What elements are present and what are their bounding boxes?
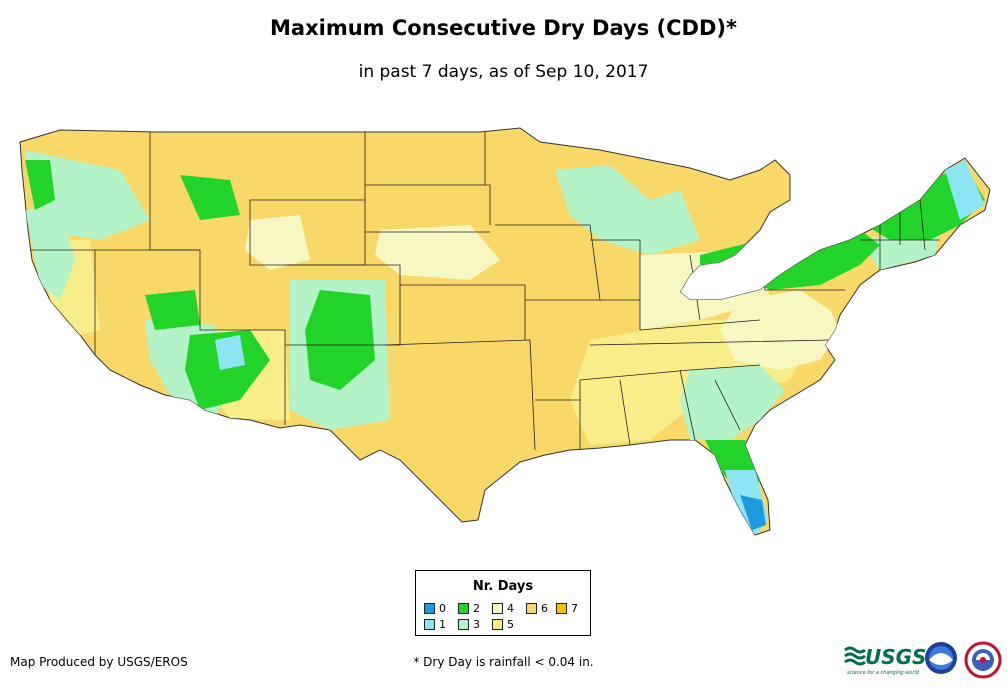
legend-label: 7 xyxy=(571,602,578,615)
zone-2-days-colorado xyxy=(305,290,375,390)
legend-label: 3 xyxy=(473,618,480,631)
legend-swatch xyxy=(424,603,435,614)
zone-2-days-idaho xyxy=(180,175,240,220)
zone-1-day-maine xyxy=(945,160,985,220)
zone-4-days-nevada xyxy=(245,215,310,270)
legend-swatch xyxy=(556,603,567,614)
legend-swatch xyxy=(526,603,537,614)
zone-1-day-arizona xyxy=(215,335,245,370)
national-weather-service-logo-icon xyxy=(964,641,1002,679)
legend-swatch xyxy=(424,619,435,630)
legend-item-1: 1 xyxy=(424,618,446,631)
legend-label: 6 xyxy=(541,602,548,615)
map-credit: Map Produced by USGS/EROS xyxy=(10,655,188,669)
legend-item-5: 5 xyxy=(492,618,514,631)
zone-4-days-virginia xyxy=(720,290,840,370)
legend-item-2: 2 xyxy=(458,602,480,615)
zone-3-days-northwest xyxy=(25,150,150,240)
noaa-logo-icon xyxy=(925,642,957,674)
map-title: Maximum Consecutive Dry Days (CDD)* xyxy=(270,16,737,40)
legend-item-4: 4 xyxy=(492,602,514,615)
zone-3-days-carolinas xyxy=(680,365,785,440)
zone-0-days-florida xyxy=(740,495,766,530)
map-subtitle: in past 7 days, as of Sep 10, 2017 xyxy=(358,62,649,82)
legend-label: 4 xyxy=(507,602,514,615)
us-dry-days-map xyxy=(19,127,991,536)
legend-swatch xyxy=(492,619,503,630)
legend-item-7: 7 xyxy=(556,602,578,615)
legend-item-6: 6 xyxy=(526,602,548,615)
legend-label: 2 xyxy=(473,602,480,615)
legend-item-3: 3 xyxy=(458,618,480,631)
legend: Nr. Days 0 1 2 3 4 5 6 7 xyxy=(415,570,591,636)
zone-2-days-arizona xyxy=(185,330,270,410)
legend-title: Nr. Days xyxy=(472,579,534,594)
zone-2-days-washington xyxy=(25,160,55,210)
zone-4-days-plains xyxy=(375,225,500,280)
legend-swatch xyxy=(458,603,469,614)
dry-day-footnote: * Dry Day is rainfall < 0.04 in. xyxy=(413,655,594,669)
legend-label: 5 xyxy=(507,618,514,631)
usgs-logo-text: USGS xyxy=(865,645,926,669)
usgs-tagline: science for a changing world xyxy=(847,670,920,676)
legend-label: 0 xyxy=(439,602,446,615)
zone-2-days-nevada xyxy=(145,290,200,330)
agency-logos: USGS science for a changing world xyxy=(844,641,1002,679)
legend-swatch xyxy=(458,619,469,630)
dry-day-zones xyxy=(25,150,985,535)
legend-item-0: 0 xyxy=(424,602,446,615)
legend-label: 1 xyxy=(439,618,446,631)
legend-swatch xyxy=(492,603,503,614)
usgs-logo-icon: USGS science for a changing world xyxy=(844,645,926,676)
